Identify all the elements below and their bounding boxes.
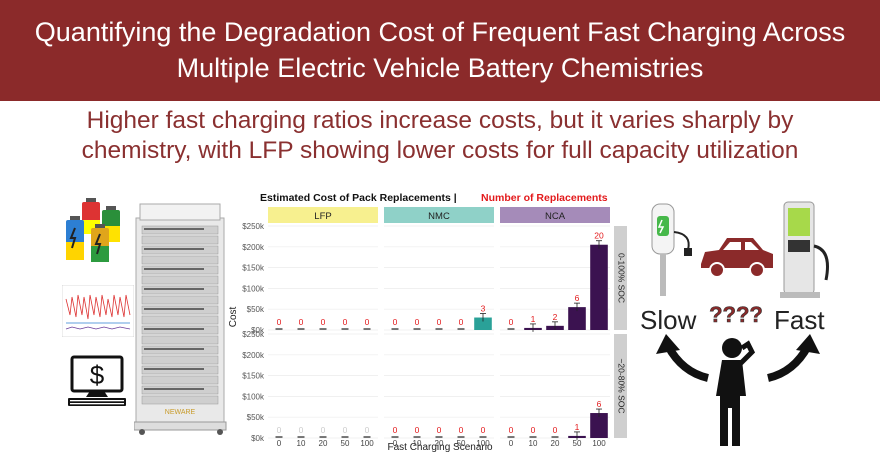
replacement-count-label: 0 [459,317,464,327]
replacement-count-label: 0 [299,425,304,435]
tester-brand-label: NEWARE [165,409,196,416]
x-tick-label: 20 [435,439,444,448]
replacement-count-label: 0 [393,317,398,327]
x-tick-label: 100 [592,439,606,448]
replacement-count-label: 0 [459,425,464,435]
battery-tester-rack: NEWARE [134,203,227,435]
x-tick-label: 10 [413,439,422,448]
y-tick-label: $0k [251,434,265,443]
replacement-count-label: 0 [277,317,282,327]
replacement-count-label: 6 [575,293,580,303]
x-tick-label: 0 [393,439,398,448]
y-tick-label: $100k [242,392,265,401]
y-tick-label: $100k [242,284,265,293]
replacement-count-label: 6 [597,399,602,409]
replacement-count-label: 1 [531,314,536,324]
title-line-1: Quantifying the Degradation Cost of Freq… [34,17,846,47]
y-tick-label: $50k [247,305,265,314]
bar-nmc [474,317,492,330]
computer-dollar-icon: $ [68,355,126,406]
replacement-count-label: 0 [437,317,442,327]
title-banner: Quantifying the Degradation Cost of Freq… [0,0,880,101]
row-strip-2 [614,334,627,438]
facet-strip-nmc [384,207,494,223]
bar-nca [590,413,608,438]
replacement-count-label: 0 [321,317,326,327]
cost-facet-chart: Estimated Cost of Pack Replacements | Nu… [228,192,627,452]
replacement-count-label: 0 [531,425,536,435]
voltage-plot-thumbnail [62,285,134,337]
question-marks: ???? [709,302,763,328]
subtitle-line-2: chemistry, with LFP showing lower costs … [81,137,799,164]
subtitle-line-1: Higher fast charging ratios increase cos… [86,107,794,134]
y-tick-label: $50k [247,413,265,422]
chart-title-cost: Estimated Cost of Pack Replacements | [260,192,457,204]
thinking-person-icon [716,338,756,446]
replacement-count-label: 0 [437,425,442,435]
slow-charger-icon [651,203,692,296]
y-tick-label: $150k [242,372,265,381]
x-tick-label: 50 [341,439,350,448]
x-tick-label: 20 [319,439,328,448]
car-icon [701,238,773,278]
x-axis-label: Fast Charging Scenario [387,442,492,452]
question-marks-text: ???? [709,302,763,327]
replacement-count-label: 0 [343,317,348,327]
replacement-count-label: 0 [321,425,326,435]
replacement-count-label: 0 [365,425,370,435]
facet-strip-lfp [268,207,378,223]
y-tick-label: $250k [242,222,265,231]
facet-label-lfp: LFP [314,211,331,222]
y-tick-label: $250k [242,330,265,339]
x-tick-label: 50 [573,439,582,448]
replacement-count-label: 2 [553,312,558,322]
replacement-count-label: 0 [415,317,420,327]
facet-strip-nca [500,207,610,223]
x-tick-label: 10 [297,439,306,448]
slow-label: Slow [640,305,697,335]
fast-label: Fast [774,305,825,335]
y-tick-label: $0k [251,326,265,335]
replacement-count-label: 0 [553,425,558,435]
replacement-count-label: 0 [415,425,420,435]
subtitle: Higher fast charging ratios increase cos… [0,106,880,166]
replacement-count-label: 0 [277,425,282,435]
replacement-count-label: 0 [393,425,398,435]
chart-title-replacements: Number of Replacements [481,192,608,204]
facet-label-nca: NCA [545,211,566,222]
x-tick-label: 20 [551,439,560,448]
row-strip-label-1: 0-100% SOC [616,253,626,303]
curved-arrow-right-icon [766,334,820,382]
replacement-count-label: 3 [481,304,486,314]
curved-arrow-left-icon [656,334,710,382]
fast-charger-icon [780,201,829,298]
x-tick-label: 0 [277,439,282,448]
replacement-count-label: 0 [343,425,348,435]
x-tick-label: 0 [509,439,514,448]
svg-text:$: $ [90,360,105,390]
y-tick-label: $200k [242,351,265,360]
x-tick-label: 100 [360,439,374,448]
x-tick-label: 10 [529,439,538,448]
y-tick-label: $200k [242,243,265,252]
y-axis-label: Cost [228,306,239,327]
battery-cluster-icon [66,198,120,262]
y-tick-label: $150k [242,264,265,273]
x-tick-label: 50 [457,439,466,448]
title-line-2: Multiple Electric Vehicle Battery Chemis… [176,53,704,83]
bar-nca [568,307,586,330]
bar-nca [590,244,608,330]
replacement-count-label: 0 [365,317,370,327]
replacement-count-label: 20 [594,231,604,241]
row-strip-1 [614,226,627,330]
replacement-count-label: 0 [509,425,514,435]
facet-label-nmc: NMC [428,211,450,222]
replacement-count-label: 1 [575,422,580,432]
replacement-count-label: 0 [481,425,486,435]
replacement-count-label: 0 [299,317,304,327]
row-strip-label-2: ~20-80% SOC [616,358,626,413]
replacement-count-label: 0 [509,317,514,327]
x-tick-label: 100 [476,439,490,448]
